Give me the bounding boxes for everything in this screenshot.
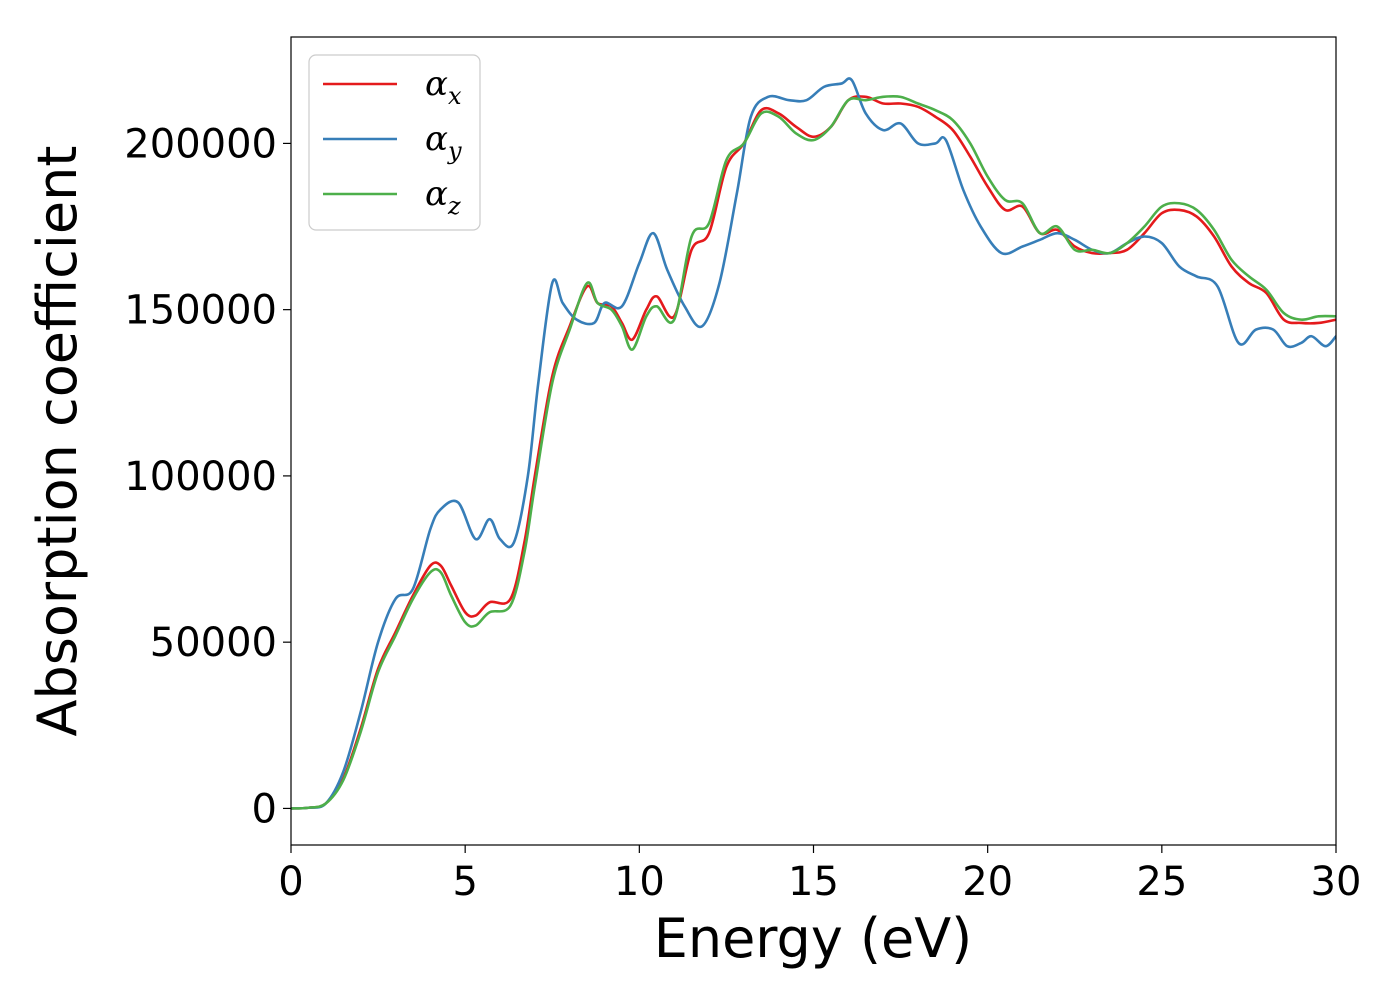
legend-label-z: αz — [425, 174, 461, 220]
x-tick-label: 0 — [278, 859, 303, 905]
y-axis-ticks: 0 50000 100000 150000 200000 — [124, 121, 291, 832]
y-tick-label: 50000 — [150, 620, 277, 666]
x-tick-label: 20 — [962, 859, 1013, 905]
series-line-x — [291, 95, 1336, 810]
legend-items: αx αy αz — [323, 64, 462, 220]
y-tick-label: 150000 — [124, 288, 277, 334]
x-tick-label: 30 — [1311, 859, 1362, 905]
legend: αx αy αz — [308, 54, 481, 231]
x-tick-label: 10 — [614, 859, 665, 905]
x-tick-label: 25 — [1136, 859, 1187, 905]
x-tick-label: 5 — [452, 859, 477, 905]
x-axis-ticks: 0 5 10 15 20 25 30 — [278, 845, 1361, 905]
series-line-z — [291, 94, 1336, 810]
y-tick-label: 100000 — [124, 454, 277, 500]
legend-label-y: αy — [425, 119, 462, 165]
x-tick-label: 15 — [788, 859, 839, 905]
series-line-y — [291, 77, 1336, 810]
y-axis-title: Absorption coefficient — [26, 146, 89, 737]
x-axis-title: Energy (eV) — [654, 907, 973, 970]
y-tick-label: 200000 — [124, 121, 277, 167]
legend-box — [308, 54, 481, 231]
y-tick-label: 0 — [252, 786, 277, 832]
legend-label-x: αx — [425, 64, 462, 110]
series-layer — [291, 77, 1336, 810]
